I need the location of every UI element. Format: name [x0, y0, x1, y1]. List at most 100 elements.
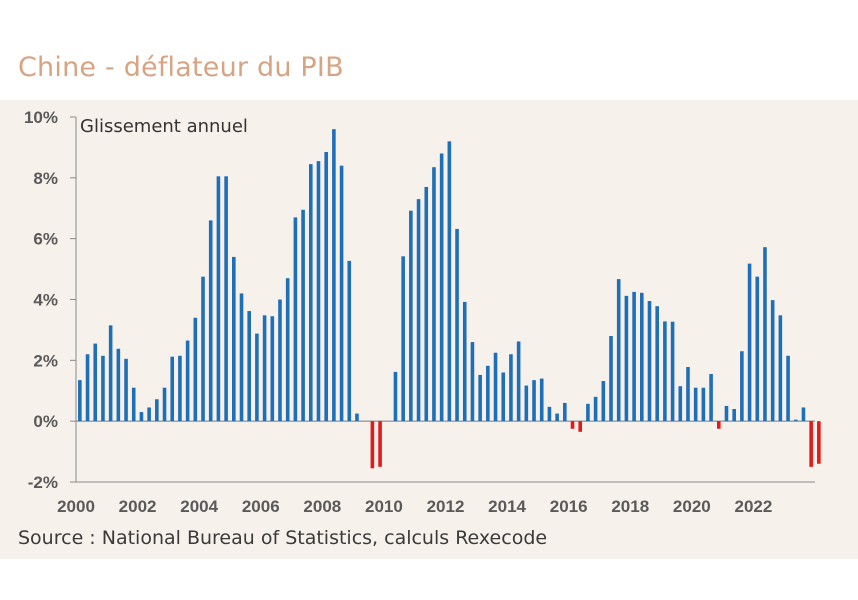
x-tick-label: 2010: [365, 497, 403, 516]
bar: [778, 315, 783, 422]
bar: [593, 396, 598, 422]
x-tick-label: 2018: [611, 497, 649, 516]
x-tick-label: 2014: [488, 497, 526, 516]
bar: [601, 381, 606, 422]
bar: [609, 336, 613, 422]
bar: [447, 141, 452, 422]
y-tick-label: 4%: [33, 291, 58, 310]
bar: [308, 164, 313, 422]
bar: [301, 209, 305, 422]
x-tick-labels: 2000 2002 2004 2006 2008 2010 2012 2014 2016 2018…: [57, 497, 772, 516]
bar: [478, 374, 482, 422]
bar: [208, 220, 213, 422]
bar: [539, 378, 544, 422]
bar: [647, 301, 652, 422]
bar: [486, 365, 490, 422]
bar: [524, 385, 529, 422]
bar: [93, 343, 98, 422]
chart: Glissement annuel -2%0%2%4%6%8%10% 2000 2…: [24, 108, 821, 516]
bar: [616, 279, 621, 422]
bar: [686, 367, 690, 422]
bar: [262, 315, 267, 422]
bar: [339, 165, 344, 422]
bar: [185, 340, 190, 422]
bar: [701, 387, 706, 422]
x-tick-label: 2022: [735, 497, 773, 516]
bar: [409, 210, 413, 422]
bar: [663, 321, 667, 422]
bar: [131, 387, 136, 422]
bar: [370, 421, 375, 469]
bar: [355, 413, 359, 422]
bar: [455, 228, 459, 422]
bar: [801, 407, 806, 422]
bar: [547, 406, 552, 422]
y-tick-label: 2%: [33, 351, 58, 370]
bar: [193, 317, 198, 422]
bar: [770, 300, 775, 422]
bar: [809, 421, 813, 467]
axes: [70, 116, 815, 483]
bar: [316, 161, 321, 422]
bar: [247, 311, 251, 422]
bar: [640, 292, 644, 422]
bar: [724, 405, 729, 422]
bar: [501, 372, 506, 422]
bar: [108, 325, 113, 422]
bar: [570, 421, 575, 429]
bar: [516, 341, 521, 422]
bar: [293, 217, 298, 422]
x-tick-label: 2000: [57, 497, 95, 516]
bar: [439, 153, 444, 422]
bar: [563, 402, 567, 422]
bar: [632, 291, 636, 422]
bar: [424, 186, 429, 422]
bar: [470, 342, 475, 422]
x-tick-label: 2002: [119, 497, 157, 516]
bar: [817, 421, 821, 464]
x-tick-label: 2008: [303, 497, 341, 516]
bar: [239, 293, 244, 422]
bar: [555, 413, 559, 422]
x-tick-label: 2012: [427, 497, 465, 516]
chart-title: Chine - déflateur du PIB: [18, 52, 344, 83]
bar: [201, 276, 205, 422]
bar: [740, 351, 744, 422]
y-tick-labels: -2% 0% 2% 4% 6% 8% 10%: [24, 108, 58, 492]
bar: [655, 306, 659, 422]
source-note: Source : National Bureau of Statistics, …: [18, 527, 548, 549]
x-tick-label: 2016: [550, 497, 588, 516]
bar: [155, 399, 159, 422]
bar: [432, 167, 436, 422]
annotation-glissement: Glissement annuel: [80, 116, 248, 137]
bar: [178, 355, 182, 422]
bar: [624, 295, 629, 422]
bar: [709, 374, 713, 422]
bar: [678, 386, 683, 422]
bar: [693, 387, 698, 422]
bar: [332, 129, 336, 422]
bar: [224, 176, 228, 422]
bar: [732, 409, 736, 422]
bar: [793, 419, 798, 422]
bar: [85, 354, 90, 422]
bar: [747, 263, 752, 422]
bar: [670, 321, 675, 422]
bar: [586, 403, 590, 422]
bar: [232, 256, 236, 422]
bar: [139, 412, 144, 422]
x-tick-label: 2006: [242, 497, 280, 516]
bar: [116, 348, 121, 422]
bar: [170, 356, 175, 422]
bar: [324, 151, 328, 422]
bar: [578, 421, 583, 432]
y-tick-label: 0%: [33, 412, 58, 431]
bar: [493, 352, 498, 422]
x-tick-label: 2004: [180, 497, 218, 516]
bar: [216, 176, 221, 422]
y-tick-label: 10%: [24, 108, 58, 127]
y-tick-label: 6%: [33, 230, 58, 249]
bar: [393, 371, 398, 422]
bar: [786, 355, 790, 422]
bar: [101, 355, 105, 422]
